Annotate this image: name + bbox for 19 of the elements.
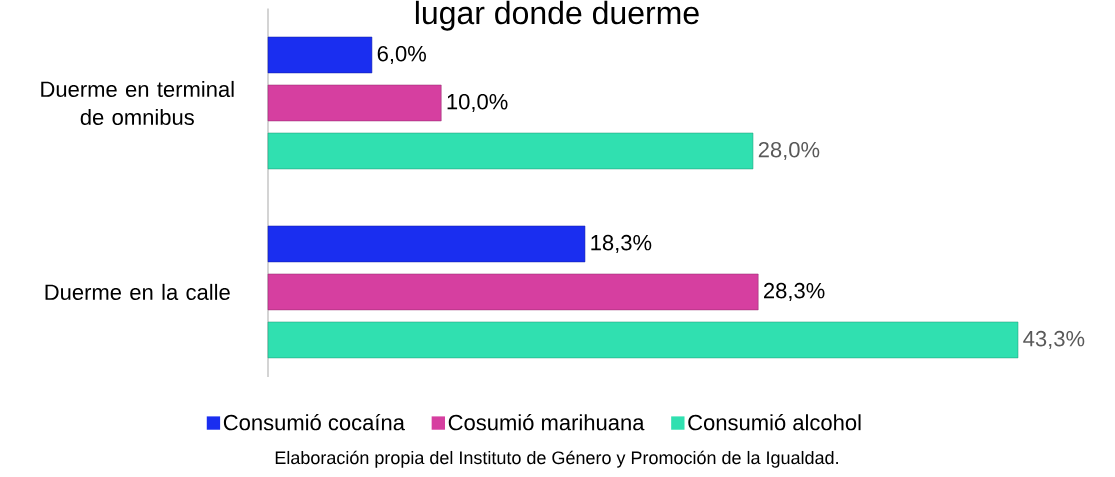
data-label: 10,0%	[447, 93, 508, 113]
text: Elaboración propia del Instituto de Género y Promoción de la Igualdad.	[275, 450, 838, 468]
y-tick-label: Duerme en la calle	[45, 283, 230, 301]
data-label: 6,0%	[377, 45, 426, 65]
data-label: 18,3%	[591, 234, 652, 254]
data-label: 28,3%	[764, 282, 825, 302]
y-tick-label: Duerme en terminal de omnibus	[41, 80, 234, 126]
legend-label: Consumió alcohol	[688, 413, 861, 431]
bar	[267, 36, 373, 74]
legend-label: Consumió cocaína	[223, 413, 405, 431]
bar	[267, 321, 1019, 359]
data-label: 28,0%	[758, 141, 820, 161]
chart-title: lugar donde duerme	[415, 0, 699, 31]
bar	[267, 132, 754, 170]
bar	[267, 273, 759, 311]
bar	[267, 84, 442, 122]
bar	[267, 225, 586, 263]
data-label: 43,3%	[1023, 330, 1085, 350]
legend-label: Cosumió marihuana	[448, 413, 645, 431]
